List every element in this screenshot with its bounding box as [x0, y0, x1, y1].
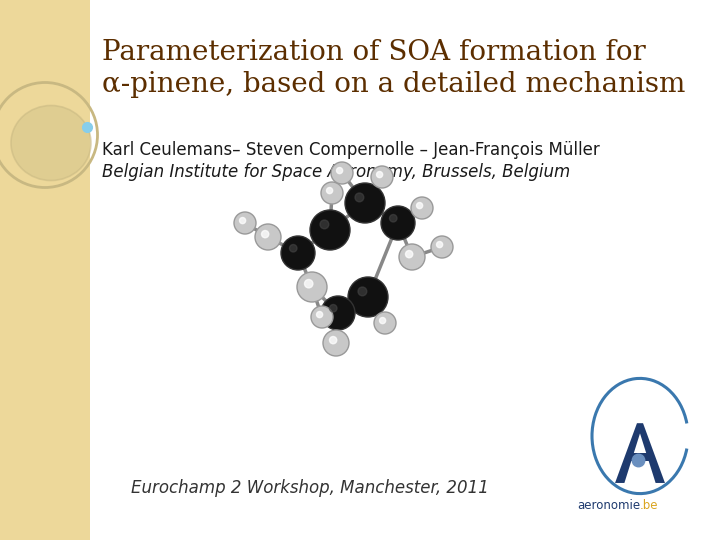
Circle shape [321, 182, 343, 204]
Polygon shape [615, 423, 643, 483]
Circle shape [355, 193, 364, 202]
Circle shape [323, 330, 349, 356]
Circle shape [431, 236, 453, 258]
Circle shape [289, 245, 297, 252]
Text: Karl Ceulemans– Steven Compernolle – Jean-François Müller: Karl Ceulemans– Steven Compernolle – Jea… [102, 141, 600, 159]
Circle shape [379, 318, 386, 323]
Circle shape [330, 305, 337, 312]
Text: Eurochamp 2 Workshop, Manchester, 2011: Eurochamp 2 Workshop, Manchester, 2011 [131, 479, 489, 497]
Bar [0, 0, 90, 540]
Circle shape [320, 220, 329, 229]
Bar [627, 453, 653, 461]
Circle shape [240, 218, 246, 224]
Circle shape [345, 183, 385, 223]
Circle shape [371, 166, 393, 188]
Text: .be: .be [640, 499, 659, 512]
Circle shape [297, 272, 327, 302]
Circle shape [255, 224, 281, 250]
Circle shape [234, 212, 256, 234]
Circle shape [405, 251, 413, 258]
Circle shape [261, 231, 269, 238]
Circle shape [358, 287, 366, 296]
Text: aeronomie: aeronomie [577, 499, 640, 512]
Text: Parameterization of SOA formation for: Parameterization of SOA formation for [102, 38, 646, 65]
Circle shape [331, 162, 353, 184]
Circle shape [305, 280, 313, 288]
Ellipse shape [11, 105, 91, 180]
Circle shape [321, 296, 355, 330]
Circle shape [326, 187, 333, 194]
Circle shape [311, 306, 333, 328]
Circle shape [374, 312, 396, 334]
Circle shape [317, 312, 323, 318]
Circle shape [336, 167, 343, 174]
Text: Belgian Institute for Space Aeronomy, Brussels, Belgium: Belgian Institute for Space Aeronomy, Br… [102, 163, 570, 181]
Circle shape [411, 197, 433, 219]
Circle shape [377, 172, 382, 178]
Circle shape [348, 277, 388, 317]
Circle shape [330, 336, 337, 344]
Circle shape [281, 236, 315, 270]
Circle shape [390, 214, 397, 222]
Circle shape [436, 241, 443, 248]
Circle shape [310, 210, 350, 250]
Circle shape [416, 202, 423, 208]
Text: α-pinene, based on a detailed mechanism: α-pinene, based on a detailed mechanism [102, 71, 685, 98]
Circle shape [399, 244, 425, 270]
Circle shape [381, 206, 415, 240]
Polygon shape [637, 423, 665, 483]
